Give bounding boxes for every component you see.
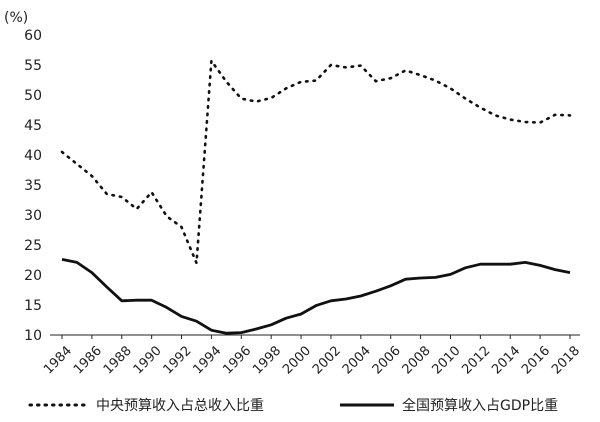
x-tick-label: 1986 [71, 343, 105, 377]
x-tick-label: 1990 [131, 343, 165, 377]
legend-label-gdp-share: 全国预算收入占GDP比重 [402, 397, 558, 414]
x-tick-label: 2012 [459, 343, 493, 377]
x-tick-label: 1988 [101, 343, 135, 377]
y-tick-label: 40 [24, 148, 42, 164]
legend-label-central-share: 中央预算收入占总收入比重 [96, 398, 264, 414]
series-line-gdp-share [61, 258, 571, 335]
y-tick-label: 60 [24, 28, 42, 44]
x-tick-label: 1984 [41, 343, 75, 377]
y-tick-label: 55 [24, 58, 42, 74]
y-axis-ticks: 10 15 20 25 30 35 40 45 50 55 60 [24, 28, 42, 344]
y-tick-label: 50 [24, 88, 42, 104]
x-tick-label: 1992 [161, 343, 195, 377]
x-tick-label: 1996 [220, 343, 254, 377]
y-tick-label: 15 [24, 298, 42, 314]
x-tick-label: 2016 [519, 343, 553, 377]
x-tick-label: 1994 [190, 343, 224, 377]
x-tick-label: 1998 [250, 343, 284, 377]
y-tick-label: 20 [24, 268, 42, 284]
x-axis-ticks: 1984198619881990199219941996199820002002… [41, 335, 583, 377]
y-tick-label: 35 [24, 178, 42, 194]
y-tick-label: 30 [24, 208, 42, 224]
y-tick-label: 45 [24, 118, 42, 134]
series-layer [60, 57, 572, 335]
x-tick-label: 2014 [489, 343, 523, 377]
x-tick-label: 2010 [430, 343, 464, 377]
y-tick-label: 10 [24, 328, 42, 344]
x-tick-label: 2006 [370, 343, 404, 377]
y-unit-label: (%) [4, 10, 28, 26]
x-tick-label: 2004 [340, 343, 374, 377]
y-tick-label: 25 [24, 238, 42, 254]
x-tick-label: 2002 [310, 343, 344, 377]
x-tick-label: 2000 [280, 343, 314, 377]
series-line-central-share [60, 57, 572, 264]
x-tick-label: 2018 [549, 343, 583, 377]
x-tick-label: 2008 [400, 343, 434, 377]
legend: 中央预算收入占总收入比重 全国预算收入占GDP比重 [28, 397, 558, 414]
